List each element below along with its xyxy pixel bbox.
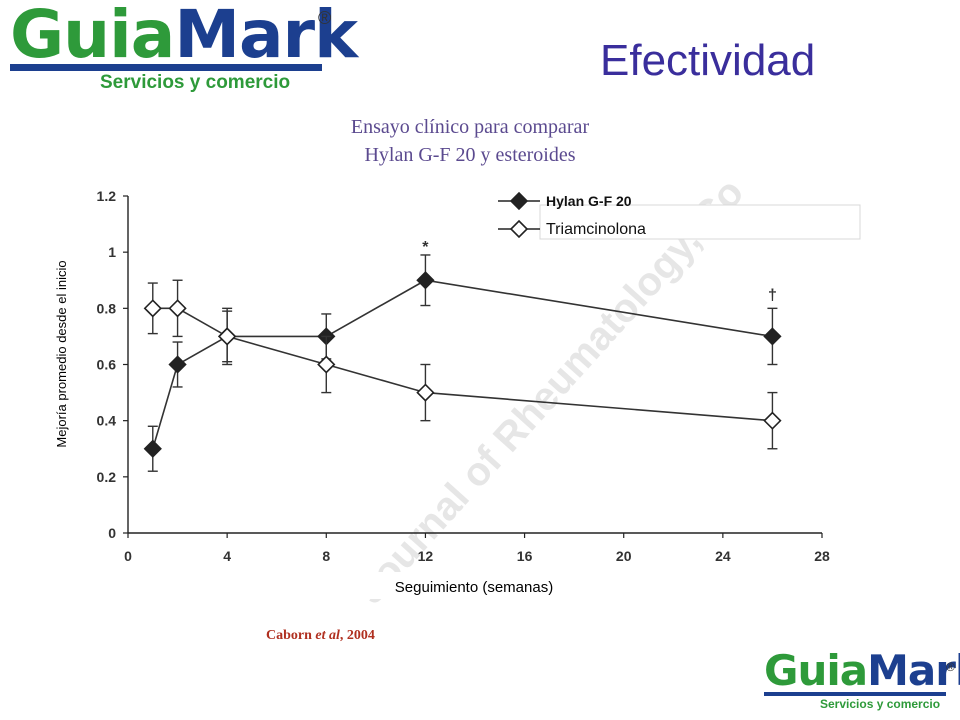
chart-legend: Hylan G-F 20 Triamcinolona <box>498 191 861 240</box>
y-tick-label: 0.8 <box>97 300 117 316</box>
x-tick-label: 4 <box>223 548 231 564</box>
x-tick-label: 16 <box>517 548 533 564</box>
chart-title-line2: Hylan G-F 20 y esteroides <box>364 144 576 166</box>
y-tick-label: 0 <box>108 525 116 541</box>
significance-annotation: † <box>768 287 777 304</box>
x-tick-label: 24 <box>715 548 731 564</box>
logo-registered-mark: ® <box>946 660 955 674</box>
logo-mark-text: Mark <box>174 0 358 73</box>
logo-underline <box>10 64 322 71</box>
logo-guia-text: Guia <box>10 0 175 73</box>
y-tick-label: 0.2 <box>97 469 117 485</box>
data-point <box>317 355 336 374</box>
citation-etal: et al <box>315 628 340 643</box>
x-tick-label: 12 <box>418 548 434 564</box>
series-line <box>152 307 773 422</box>
data-point <box>509 191 529 211</box>
x-axis-label-box <box>312 572 637 599</box>
data-point <box>143 299 162 318</box>
x-tick-label: 8 <box>322 548 330 564</box>
y-axis-label: Mejoría promedio desde el inicio <box>54 260 69 447</box>
y-tick-label: 1.2 <box>97 188 117 204</box>
data-point <box>143 439 162 458</box>
logo-wordmark: GuiaMark <box>10 0 358 73</box>
citation: Caborn et al, 2004 <box>266 628 375 644</box>
logo-wordmark: GuiaMark <box>764 646 960 695</box>
guiamark-logo: GuiaMark ® Servicios y comercio <box>4 0 358 102</box>
chart-axes: 0 4 8 12 16 20 24 28 0 0.2 0.4 0.6 0.8 1 1.2 <box>97 188 830 564</box>
x-axis-label: Seguimiento (semanas) <box>395 579 553 596</box>
logo-underline <box>764 692 946 696</box>
x-tick-label: 28 <box>814 548 830 564</box>
data-point <box>218 327 237 346</box>
chart-title-line1: Ensayo clínico para comparar <box>350 116 590 138</box>
data-point <box>416 271 435 290</box>
logo-tagline: Servicios y comercio <box>100 72 291 93</box>
citation-year: , 2004 <box>339 628 375 643</box>
y-tick-label: 0.4 <box>97 413 117 429</box>
data-point <box>416 383 435 402</box>
logo-guia-text: Guia <box>764 646 868 695</box>
y-axis-label-box <box>46 216 76 492</box>
data-point <box>763 411 782 430</box>
chart-series: *† <box>143 239 782 472</box>
logo-registered-mark: ® <box>318 8 332 28</box>
guiamark-logo-small: GuiaMark ® Servicios y comercio <box>760 646 960 716</box>
x-tick-label: 0 <box>124 548 132 564</box>
logo-tagline: Servicios y comercio <box>820 697 941 711</box>
series-line <box>152 279 773 449</box>
significance-annotation: * <box>422 239 429 256</box>
legend-label: Hylan G-F 20 <box>546 193 632 209</box>
data-point <box>168 355 187 374</box>
y-tick-label: 0.6 <box>97 357 117 373</box>
x-tick-label: 20 <box>616 548 632 564</box>
logo-mark-text: Mark <box>867 646 960 695</box>
citation-author: Caborn <box>266 628 312 643</box>
y-tick-label: 1 <box>108 244 116 260</box>
data-point <box>509 219 529 239</box>
data-point <box>763 327 782 346</box>
legend-label: Triamcinolona <box>546 221 646 238</box>
legend-box <box>539 204 861 240</box>
slide-title: Efectividad <box>600 36 816 85</box>
data-point <box>168 299 187 318</box>
